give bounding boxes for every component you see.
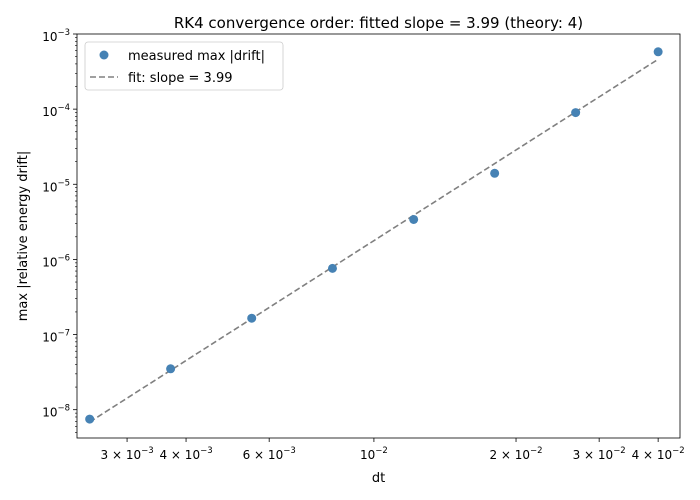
data-point bbox=[653, 47, 663, 57]
data-point bbox=[327, 263, 337, 273]
legend-label-measured: measured max |drift| bbox=[128, 49, 265, 64]
x-tick-label: 4 × 10−2 bbox=[632, 446, 685, 462]
x-axis-label: dt bbox=[372, 471, 385, 486]
y-ticks: 10−8 10−7 10−6 10−5 10−4 10−3 bbox=[42, 28, 77, 433]
x-tick-label: 10−2 bbox=[360, 446, 388, 462]
legend-label-fit: fit: slope = 3.99 bbox=[128, 71, 233, 86]
y-tick-label: 10−3 bbox=[42, 28, 70, 44]
plot-frame bbox=[76, 33, 681, 439]
x-tick-label: 2 × 10−2 bbox=[489, 446, 542, 462]
legend-box bbox=[84, 41, 284, 91]
x-ticks: 3 × 10−3 4 × 10−3 6 × 10−3 10−2 2 × 10−2 3 × … bbox=[101, 438, 685, 462]
data-point bbox=[166, 364, 176, 374]
y-axis-label: max |relative energy drift| bbox=[16, 151, 31, 321]
x-tick-label: 4 × 10−3 bbox=[159, 446, 212, 462]
legend: measured max |drift| fit: slope = 3.99 bbox=[84, 41, 284, 91]
y-tick-label: 10−5 bbox=[42, 178, 70, 194]
x-tick-label: 3 × 10−3 bbox=[101, 446, 154, 462]
y-tick-label: 10−7 bbox=[42, 329, 70, 345]
data-point bbox=[490, 168, 500, 178]
fit-line bbox=[89, 58, 659, 423]
y-tick-label: 10−6 bbox=[42, 253, 70, 269]
x-tick-label: 6 × 10−3 bbox=[243, 446, 296, 462]
x-tick-label: 3 × 10−2 bbox=[573, 446, 626, 462]
data-point bbox=[409, 214, 419, 224]
chart-title: RK4 convergence order: fitted slope = 3.… bbox=[174, 14, 583, 32]
legend-marker-measured bbox=[99, 50, 109, 60]
data-point bbox=[247, 313, 257, 323]
data-point bbox=[571, 108, 581, 118]
data-points bbox=[85, 47, 663, 424]
y-tick-label: 10−4 bbox=[42, 103, 70, 119]
y-tick-label: 10−8 bbox=[42, 404, 70, 420]
data-point bbox=[85, 414, 95, 424]
